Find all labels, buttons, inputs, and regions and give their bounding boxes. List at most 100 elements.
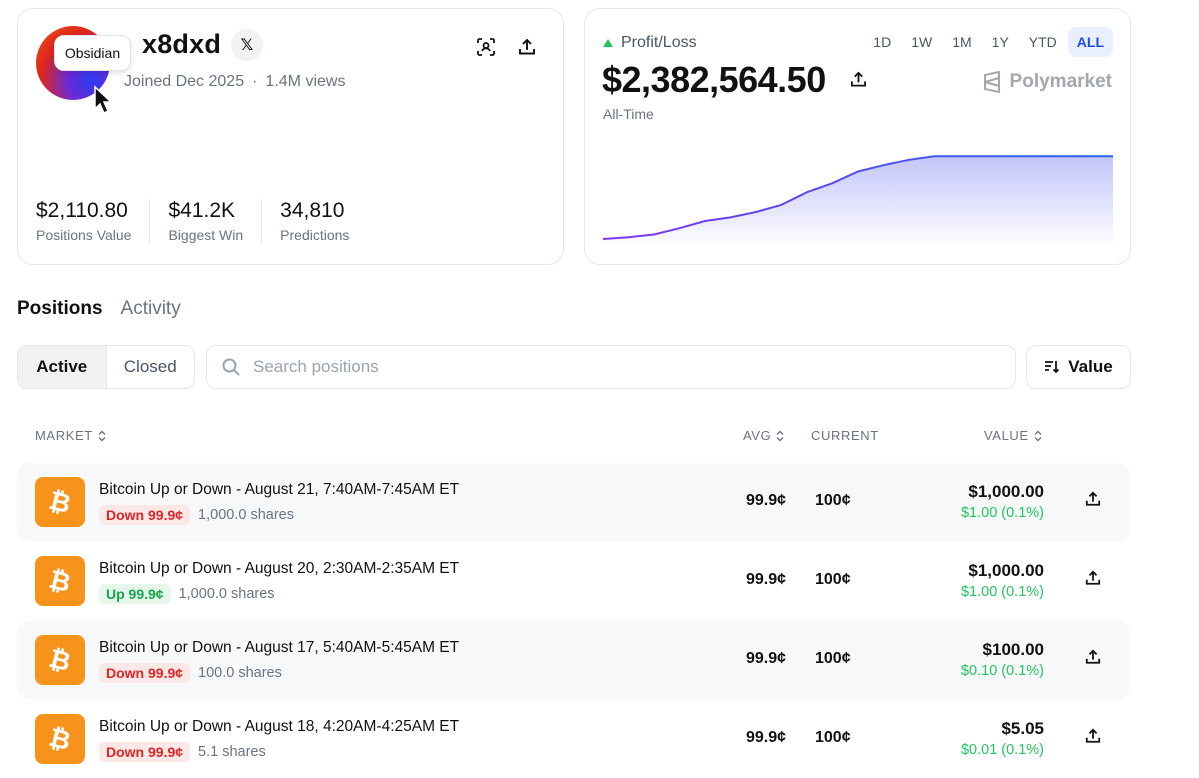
pnl-chart xyxy=(603,155,1113,244)
value-amount: $100.00 xyxy=(982,640,1044,659)
stat-label: Biggest Win xyxy=(168,227,244,243)
range-all[interactable]: ALL xyxy=(1067,27,1113,57)
stat-positions-value: $2,110.80 Positions Value xyxy=(36,199,151,243)
pnl-area xyxy=(603,156,1113,244)
username: x8dxd xyxy=(142,29,222,59)
range-1d[interactable]: 1D xyxy=(873,34,892,50)
current-price: 100¢ xyxy=(815,492,851,509)
time-range-selector: 1D 1W 1M 1Y YTD ALL xyxy=(864,27,1113,57)
current-price: 100¢ xyxy=(815,729,851,746)
section-tabs: Positions Activity xyxy=(17,298,181,320)
position-meta: Down 99.9¢ 5.1 shares xyxy=(99,742,266,762)
avg-price: 99.9¢ xyxy=(746,492,787,509)
table-row[interactable]: ₿ Bitcoin Up or Down - August 17, 5:40AM… xyxy=(17,621,1130,699)
share-icon xyxy=(1085,728,1101,743)
sort-label: Value xyxy=(1068,357,1113,376)
position-value: $1,000.00 $1.00 (0.1%) xyxy=(961,561,1044,600)
profile-meta: Joined Dec 2025 · 1.4M views xyxy=(124,73,345,91)
outcome-badge: Down 99.9¢ xyxy=(99,505,191,525)
current-price: 100¢ xyxy=(815,571,851,588)
search-input[interactable] xyxy=(251,356,955,378)
bitcoin-icon: ₿ xyxy=(35,477,85,527)
scan-profile-button[interactable] xyxy=(472,33,500,61)
value-amount: $1,000.00 xyxy=(968,561,1044,580)
tab-activity[interactable]: Activity xyxy=(120,298,181,319)
column-label: CURRENT xyxy=(811,428,879,443)
stat-value: $41.2K xyxy=(168,199,236,222)
sort-updown-icon xyxy=(98,430,106,441)
value-amount: $1,000.00 xyxy=(968,482,1044,501)
value-change: $1.00 (0.1%) xyxy=(960,584,1044,600)
search-box xyxy=(206,345,1016,389)
pnl-card: Profit/Loss $2,382,564.50 All-Time 1D 1W 1… xyxy=(584,8,1131,265)
avatar-tooltip: Obsidian xyxy=(54,35,131,71)
view-count: 1.4M views xyxy=(265,73,346,90)
profile-card: x8dxd 𝕏 Joined Dec 2025 · 1.4M views Obsid… xyxy=(17,8,564,265)
market-title[interactable]: Bitcoin Up or Down - August 20, 2:30AM-2… xyxy=(99,560,460,577)
table-row[interactable]: ₿ Bitcoin Up or Down - August 20, 2:30AM… xyxy=(17,542,1130,620)
column-label: MARKET xyxy=(35,428,93,443)
column-market[interactable]: MARKET xyxy=(35,428,107,443)
market-title[interactable]: Bitcoin Up or Down - August 18, 4:20AM-4… xyxy=(99,718,460,735)
bitcoin-icon: ₿ xyxy=(35,714,85,764)
range-1w[interactable]: 1W xyxy=(911,34,933,50)
pnl-period: All-Time xyxy=(603,106,654,122)
share-count: 100.0 shares xyxy=(198,665,282,681)
status-toggle: Active Closed xyxy=(17,345,195,389)
bitcoin-icon: ₿ xyxy=(35,635,85,685)
bitcoin-icon: ₿ xyxy=(35,556,85,606)
outcome-badge: Up 99.9¢ xyxy=(99,584,171,604)
share-position-button[interactable] xyxy=(1085,728,1101,749)
share-pnl-button[interactable] xyxy=(850,71,867,93)
share-position-button[interactable] xyxy=(1085,491,1101,512)
sort-button[interactable]: Value xyxy=(1026,345,1131,389)
share-icon xyxy=(850,71,867,87)
market-title[interactable]: Bitcoin Up or Down - August 17, 5:40AM-5… xyxy=(99,639,460,656)
stat-value: $2,110.80 xyxy=(36,199,128,222)
polymarket-brand: Polymarket xyxy=(982,71,1112,93)
sort-updown-icon xyxy=(776,430,784,441)
column-label: VALUE xyxy=(984,428,1029,443)
tab-positions[interactable]: Positions xyxy=(17,298,103,319)
up-triangle-icon xyxy=(603,39,613,47)
column-avg[interactable]: AVG xyxy=(743,428,785,443)
table-row[interactable]: ₿ Bitcoin Up or Down - August 18, 4:20AM… xyxy=(17,700,1130,778)
column-label: AVG xyxy=(743,428,772,443)
market-title[interactable]: Bitcoin Up or Down - August 21, 7:40AM-7… xyxy=(99,481,460,498)
range-ytd[interactable]: YTD xyxy=(1028,34,1057,50)
svg-text:₿: ₿ xyxy=(46,566,74,596)
stat-predictions: 34,810 Predictions xyxy=(280,199,367,243)
position-value: $1,000.00 $1.00 (0.1%) xyxy=(961,482,1044,521)
share-profile-button[interactable] xyxy=(513,33,541,61)
polymarket-logo-icon xyxy=(983,71,1000,93)
value-change: $0.10 (0.1%) xyxy=(960,663,1044,679)
pnl-line xyxy=(603,155,1113,240)
current-price: 100¢ xyxy=(815,650,851,667)
stat-label: Positions Value xyxy=(36,227,132,243)
share-count: 1,000.0 shares xyxy=(178,586,275,602)
position-meta: Up 99.9¢ 1,000.0 shares xyxy=(99,584,275,604)
share-position-button[interactable] xyxy=(1085,649,1101,670)
table-row[interactable]: ₿ Bitcoin Up or Down - August 21, 7:40AM… xyxy=(17,463,1130,541)
brand-name: Polymarket xyxy=(1009,71,1112,92)
share-count: 5.1 shares xyxy=(198,744,266,760)
share-icon xyxy=(1085,649,1101,664)
column-current: CURRENT xyxy=(811,428,879,443)
value-change: $1.00 (0.1%) xyxy=(960,505,1044,521)
search-icon xyxy=(222,358,240,376)
share-icon xyxy=(1085,570,1101,585)
outcome-badge: Down 99.9¢ xyxy=(99,742,191,762)
profile-stats: $2,110.80 Positions Value $41.2K Biggest… xyxy=(36,199,385,243)
avg-price: 99.9¢ xyxy=(746,571,787,588)
column-value[interactable]: VALUE xyxy=(984,428,1043,443)
range-1y[interactable]: 1Y xyxy=(991,34,1009,50)
position-value: $5.05 $0.01 (0.1%) xyxy=(961,719,1044,758)
x-profile-button[interactable]: 𝕏 xyxy=(231,29,263,61)
share-position-button[interactable] xyxy=(1085,570,1101,591)
active-filter-button[interactable]: Active xyxy=(18,346,107,388)
outcome-badge: Down 99.9¢ xyxy=(99,663,191,683)
closed-filter-button[interactable]: Closed xyxy=(123,357,177,376)
x-icon: 𝕏 xyxy=(240,37,254,54)
range-1m[interactable]: 1M xyxy=(952,34,972,50)
position-meta: Down 99.9¢ 100.0 shares xyxy=(99,663,282,683)
